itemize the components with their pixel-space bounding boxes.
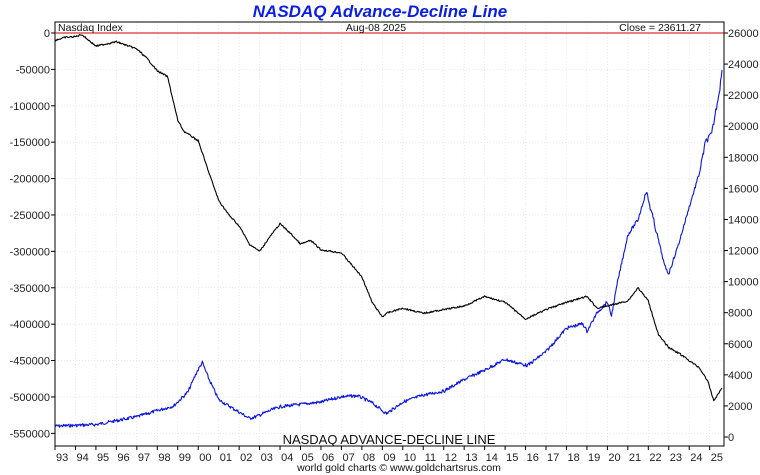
right-tick-label: 24000 bbox=[728, 59, 759, 71]
x-tick-label: 93 bbox=[56, 452, 68, 464]
left-tick-label: -350000 bbox=[10, 283, 50, 295]
x-tick-label: 02 bbox=[240, 452, 252, 464]
x-tick-label: 98 bbox=[158, 452, 170, 464]
x-tick-label: 96 bbox=[117, 452, 129, 464]
right-tick-label: 2000 bbox=[728, 401, 752, 413]
right-tick-label: 8000 bbox=[728, 308, 752, 320]
x-tick-label: 01 bbox=[220, 452, 232, 464]
x-tick-label: 13 bbox=[465, 452, 477, 464]
x-tick-label: 95 bbox=[97, 452, 109, 464]
nasdaq-index-line bbox=[54, 70, 723, 428]
left-tick-label: -50000 bbox=[16, 64, 50, 76]
right-tick-label: 16000 bbox=[728, 183, 759, 195]
x-tick-label: 18 bbox=[568, 452, 580, 464]
x-tick-label: 04 bbox=[281, 452, 293, 464]
left-tick-label: -200000 bbox=[10, 174, 50, 186]
x-tick-label: 23 bbox=[670, 452, 682, 464]
right-tick-label: 20000 bbox=[728, 121, 759, 133]
close-label: Close = 23611.27 bbox=[619, 22, 701, 34]
x-tick-label: 10 bbox=[404, 452, 416, 464]
left-tick-label: -250000 bbox=[10, 210, 50, 222]
x-tick-label: 12 bbox=[445, 452, 457, 464]
x-tick-label: 03 bbox=[261, 452, 273, 464]
x-tick-label: 24 bbox=[690, 452, 702, 464]
x-tick-label: 25 bbox=[711, 452, 723, 464]
x-tick-label: 16 bbox=[527, 452, 539, 464]
left-tick-label: -550000 bbox=[10, 428, 50, 440]
x-tick-label: 21 bbox=[629, 452, 641, 464]
x-tick-label: 19 bbox=[588, 452, 600, 464]
x-tick-label: 08 bbox=[363, 452, 375, 464]
x-axis-ticks: 93 94 95 96 97 98 99 00 01 02 03 04 05 06 07 08 09 10 11 12… bbox=[54, 446, 723, 464]
left-tick-label: -150000 bbox=[10, 137, 50, 149]
right-tick-label: 14000 bbox=[728, 214, 759, 226]
x-tick-label: 22 bbox=[649, 452, 661, 464]
date-label: Aug-08 2025 bbox=[346, 22, 406, 34]
x-tick-label: 20 bbox=[608, 452, 620, 464]
x-tick-label: 11 bbox=[425, 452, 436, 464]
x-tick-label: 05 bbox=[302, 452, 314, 464]
right-tick-label: 4000 bbox=[728, 370, 752, 382]
right-tick-label: 12000 bbox=[728, 246, 759, 258]
x-tick-label: 97 bbox=[138, 452, 150, 464]
x-tick-label: 14 bbox=[486, 452, 498, 464]
x-tick-label: 06 bbox=[322, 452, 334, 464]
left-tick-label: -500000 bbox=[10, 392, 50, 404]
chart-title: NASDAQ Advance-Decline Line bbox=[253, 2, 507, 21]
left-tick-label: 0 bbox=[44, 28, 50, 40]
x-tick-label: 99 bbox=[179, 452, 191, 464]
left-axis-ticks: 0 -50000 -100000 -150000 -200000 -250000 -3000… bbox=[10, 28, 55, 440]
index-label: Nasdaq Index bbox=[58, 22, 124, 34]
x-tick-label: 00 bbox=[199, 452, 211, 464]
x-tick-label: 17 bbox=[547, 452, 559, 464]
right-tick-label: 22000 bbox=[728, 90, 759, 102]
plot-frame bbox=[54, 21, 725, 447]
right-axis-ticks: 2600024000220002000018000160001400012000… bbox=[724, 28, 759, 444]
advance-decline-line bbox=[54, 34, 723, 402]
left-tick-label: -100000 bbox=[10, 101, 50, 113]
credit-text: world gold charts © www.goldchartsrus.co… bbox=[296, 462, 501, 474]
right-tick-label: 26000 bbox=[728, 28, 759, 40]
gridlines bbox=[54, 22, 724, 446]
left-tick-label: -450000 bbox=[10, 356, 50, 368]
right-tick-label: 10000 bbox=[728, 277, 759, 289]
bottom-label: NASDAQ ADVANCE-DECLINE LINE bbox=[283, 432, 496, 447]
x-tick-label: 94 bbox=[76, 452, 88, 464]
right-tick-label: 6000 bbox=[728, 339, 752, 351]
left-tick-label: -400000 bbox=[10, 319, 50, 331]
x-tick-label: 07 bbox=[342, 452, 354, 464]
right-tick-label: 18000 bbox=[728, 152, 759, 164]
series-group bbox=[54, 34, 723, 428]
left-tick-label: -300000 bbox=[10, 246, 50, 258]
x-tick-label: 09 bbox=[383, 452, 395, 464]
right-tick-label: 0 bbox=[728, 432, 734, 444]
x-tick-label: 15 bbox=[506, 452, 518, 464]
